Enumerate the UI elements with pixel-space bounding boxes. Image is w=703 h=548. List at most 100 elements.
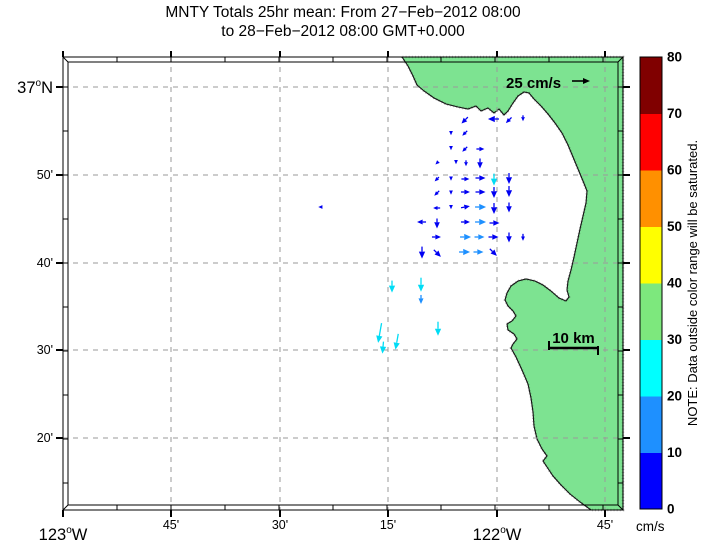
current-vector: [435, 234, 441, 240]
current-vector: [418, 298, 424, 304]
current-vector: [461, 117, 468, 124]
colorbar-band: [640, 339, 662, 397]
current-vector: [493, 220, 500, 226]
current-vector: [435, 160, 440, 165]
current-vector: [417, 219, 423, 225]
frame-corner-bevel: [617, 56, 624, 63]
current-vector: [449, 205, 453, 210]
colorbar-tick-label: 70: [667, 106, 682, 121]
current-vector: [505, 177, 513, 185]
current-vector: [477, 162, 483, 169]
colorbar-tick-label: 80: [667, 50, 682, 65]
current-vector: [464, 219, 470, 225]
current-vector: [490, 207, 498, 215]
current-vector: [479, 189, 486, 195]
colorbar-tick-label: 0: [667, 502, 675, 517]
colorbar-band: [640, 113, 662, 171]
current-vector: [478, 234, 485, 240]
y-tick-label: 30': [37, 343, 53, 357]
current-vector: [462, 131, 467, 136]
current-vector: [434, 222, 440, 229]
vector-shaft: [489, 248, 493, 252]
vector-key-arrowhead: [583, 78, 590, 84]
current-vector: [433, 206, 438, 210]
current-vector: [462, 147, 467, 152]
current-vector: [479, 203, 487, 211]
x-tick-label: 45': [163, 518, 179, 532]
current-vector: [393, 342, 400, 350]
plot-title-line1: MNTY Totals 25hr mean: From 27−Feb−2012 …: [165, 4, 521, 21]
current-vector: [449, 176, 453, 181]
current-vector: [464, 233, 472, 241]
colorbar-tick-label: 30: [667, 332, 682, 347]
y-tick-label: 20': [37, 431, 53, 445]
current-vector: [379, 346, 387, 354]
landmass: [400, 56, 624, 511]
colorbar-unit: cm/s: [636, 519, 665, 534]
current-vector: [464, 162, 468, 167]
x-tick-label: 30': [272, 518, 288, 532]
colorbar-band: [640, 283, 662, 340]
colorbar-tick-label: 20: [667, 389, 682, 404]
current-vector: [418, 251, 426, 259]
current-vector: [417, 284, 425, 292]
colorbar-band: [640, 396, 662, 453]
vector-shaft: [436, 190, 440, 194]
current-vector: [505, 190, 513, 198]
current-vector: [454, 160, 458, 165]
current-vector: [434, 177, 439, 182]
plot-title: MNTY Totals 25hr mean: From 27−Feb−2012 …: [0, 3, 686, 41]
colorbar-tick-label: 50: [667, 219, 682, 234]
current-vector: [490, 249, 497, 256]
vector-shaft: [464, 146, 468, 150]
current-vector: [506, 206, 512, 213]
current-vector: [464, 189, 470, 195]
current-vector: [487, 115, 495, 123]
colorbar-band: [640, 57, 662, 114]
colorbar-frame: [639, 56, 663, 510]
current-vector: [434, 191, 439, 196]
current-vector: [463, 248, 471, 256]
current-vector: [505, 118, 511, 124]
current-vector: [376, 335, 383, 343]
current-vector: [434, 328, 442, 336]
vector-shaft: [508, 116, 513, 121]
current-vector: [318, 205, 323, 209]
colorbar-note: NOTE: Data outside color range will be s…: [685, 140, 700, 426]
current-vector: [479, 146, 485, 152]
current-vector: [434, 250, 441, 257]
vector-shaft: [464, 116, 469, 121]
frame-corner-bevel: [62, 504, 69, 511]
frame-corner-bevel: [62, 56, 69, 63]
vector-shaft: [433, 249, 437, 253]
y-tick-label: 40': [37, 256, 53, 270]
current-vector: [463, 204, 470, 210]
current-vector: [479, 175, 486, 181]
current-vector: [449, 146, 453, 151]
x-tick-label: 123oW: [39, 525, 88, 544]
colorbar-band: [640, 170, 662, 227]
colorbar-tick-label: 40: [667, 276, 682, 291]
x-tick-label: 15': [380, 518, 396, 532]
colorbar-band: [640, 226, 662, 284]
x-tick-label: 45': [597, 518, 613, 532]
vector-shaft: [460, 206, 465, 209]
y-tick-label: 50': [37, 168, 53, 182]
colorbar-tick-label: 10: [667, 445, 682, 460]
current-vector: [490, 191, 498, 199]
x-tick-label: 122oW: [473, 525, 522, 544]
current-vector: [464, 176, 470, 182]
current-vector: [449, 190, 453, 195]
current-vector: [521, 117, 525, 122]
colorbar-band: [640, 452, 662, 510]
vector-shaft: [437, 176, 440, 179]
current-vector: [479, 218, 487, 226]
current-vector: [477, 249, 484, 255]
current-vector: [388, 285, 396, 293]
current-vector: [492, 234, 499, 240]
current-vector: [521, 236, 525, 241]
plot-title-line2: to 28−Feb−2012 08:00 GMT+0.000: [221, 23, 465, 40]
colorbar-tick-label: 60: [667, 163, 682, 178]
